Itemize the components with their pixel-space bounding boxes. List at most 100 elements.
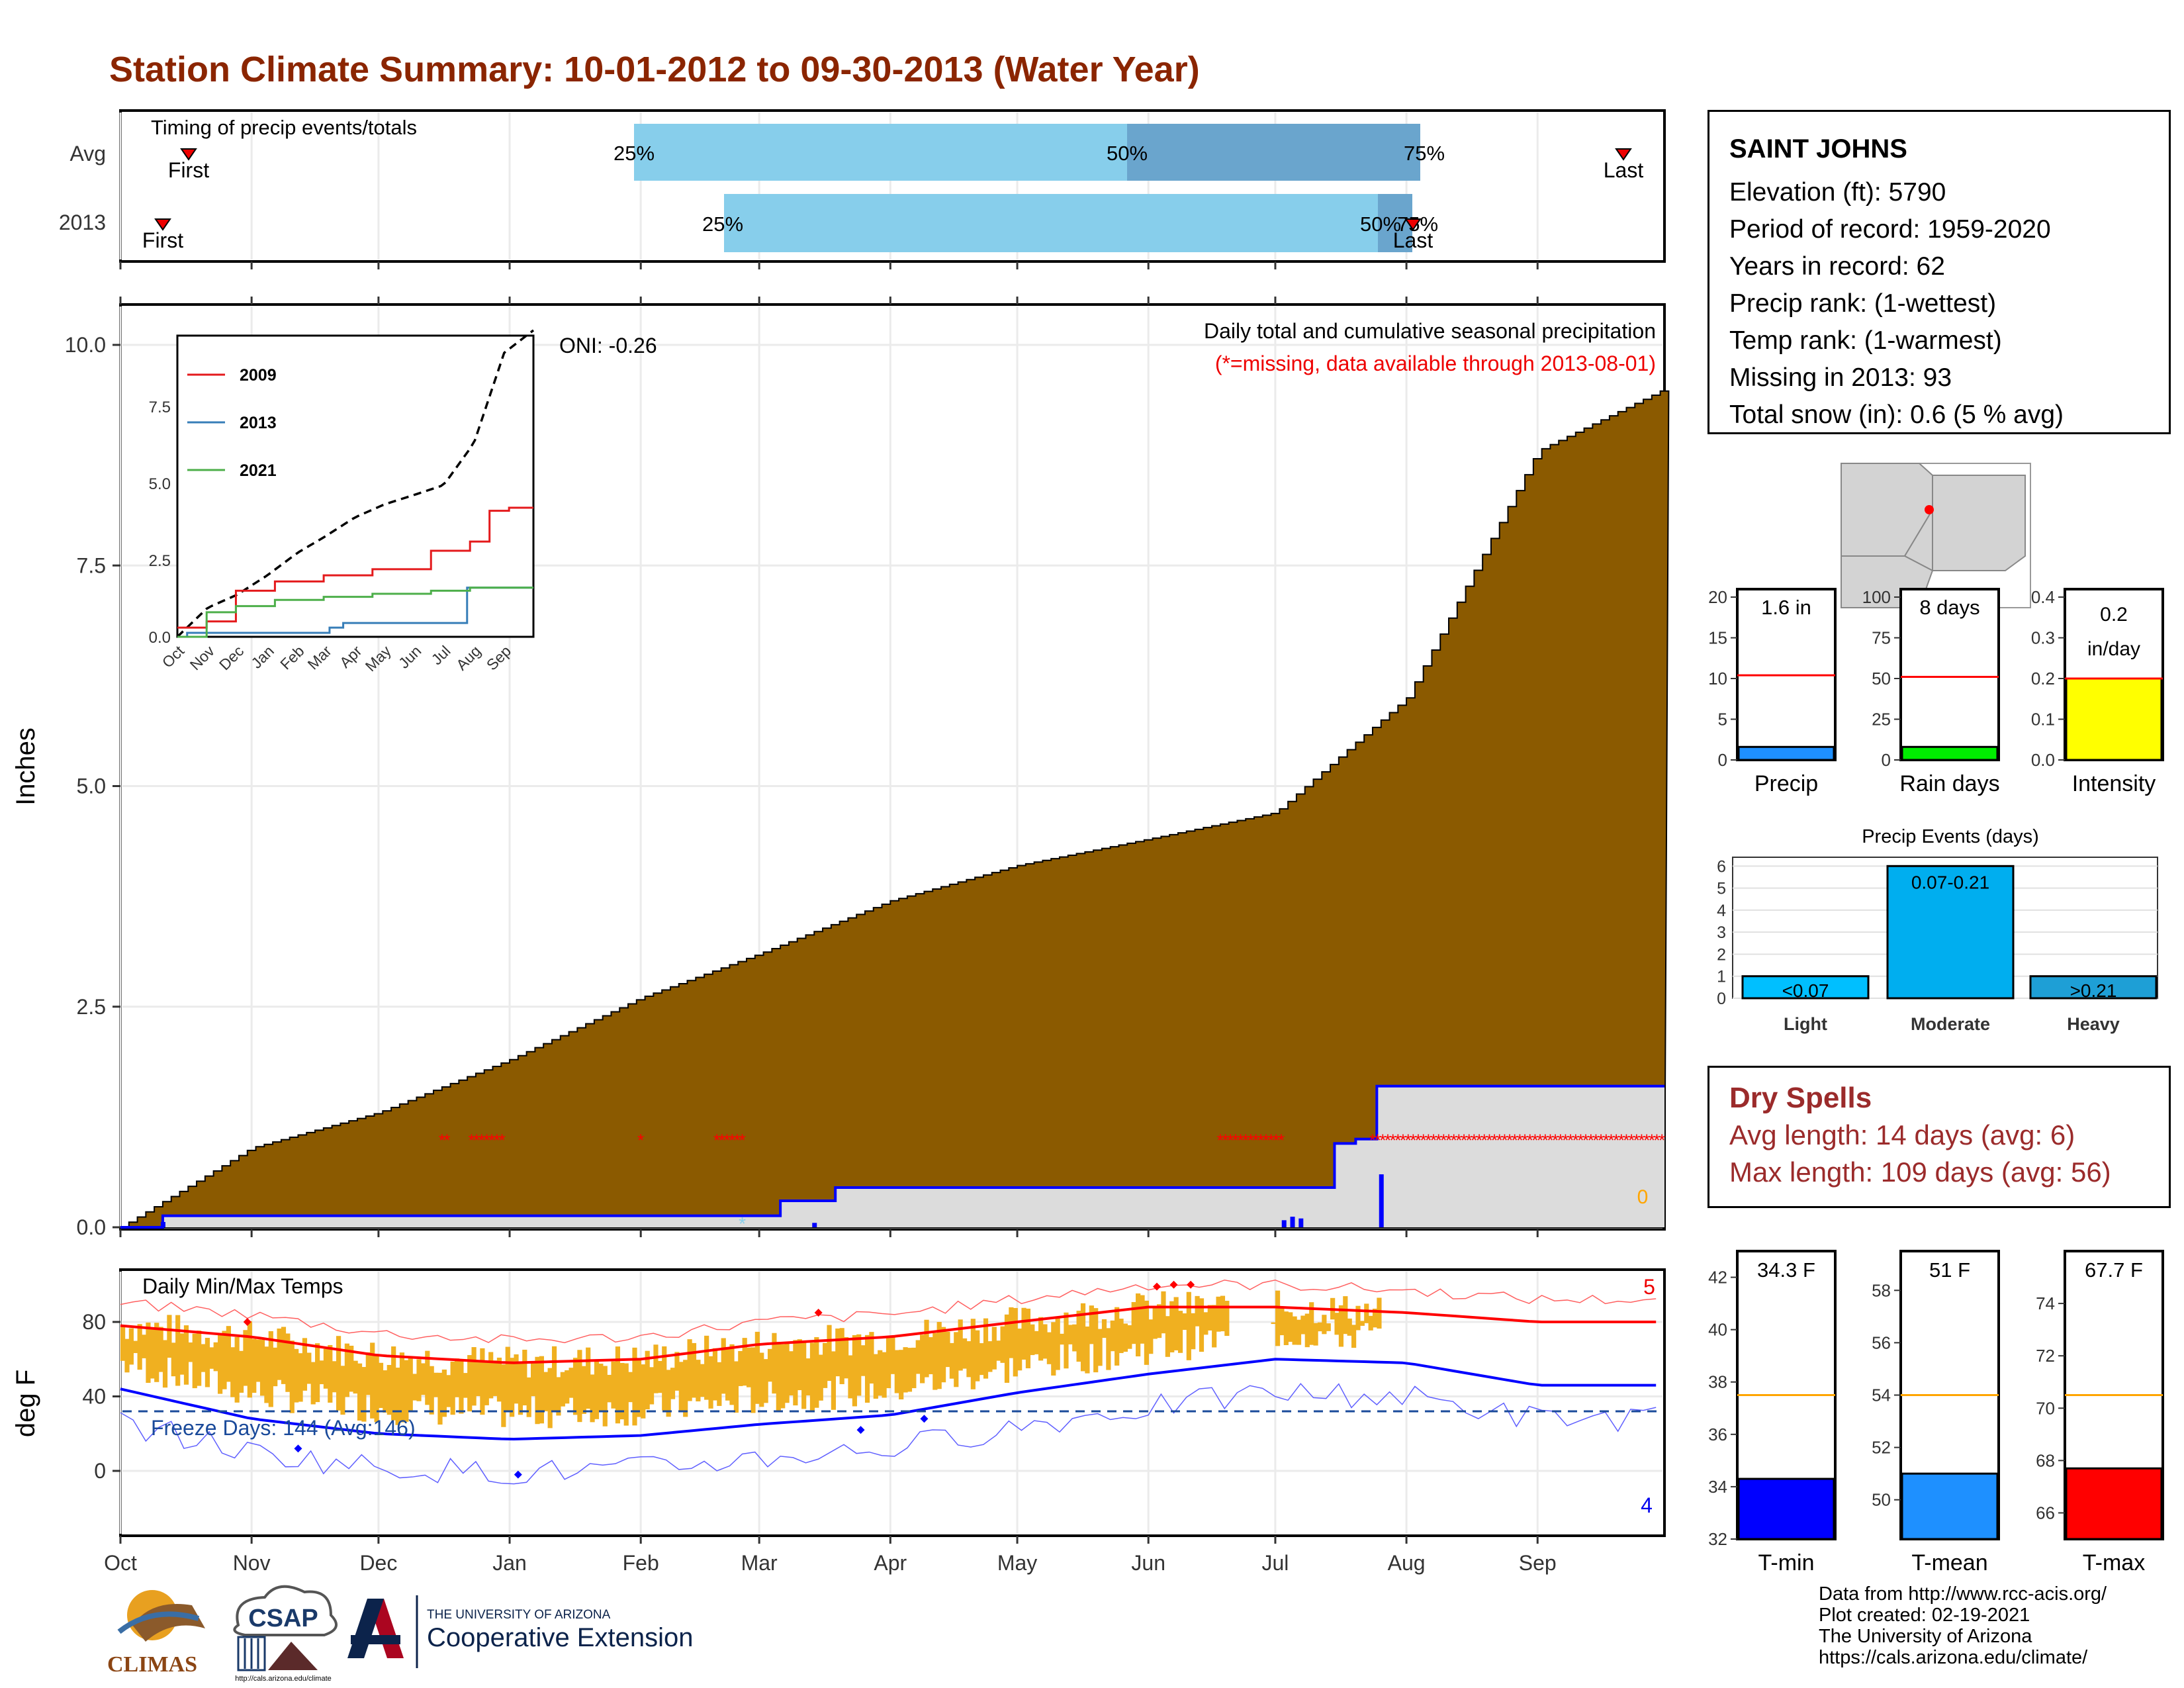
station-missing: Missing in 2013: 93 xyxy=(1729,363,1952,392)
daily-temp-bar xyxy=(1220,1295,1226,1332)
daily-temp-bar xyxy=(454,1358,460,1397)
daily-temp-bar xyxy=(708,1356,713,1409)
missing-marker: * xyxy=(1486,1131,1492,1150)
daily-precip-bar xyxy=(1281,1220,1287,1227)
daily-temp-bar xyxy=(1013,1307,1018,1377)
temp-gauge-value: 67.7 F xyxy=(2085,1258,2143,1282)
temp-max-count: 5 xyxy=(1643,1275,1655,1299)
avg-p25: 25% xyxy=(614,142,655,165)
daily-temp-bar xyxy=(273,1347,278,1387)
daily-temp-bar xyxy=(733,1361,739,1413)
month-label: Aug xyxy=(1388,1551,1426,1575)
gauge-tick: 0 xyxy=(1718,750,1727,770)
daily-temp-bar xyxy=(501,1364,506,1427)
daily-temp-bar xyxy=(954,1332,959,1387)
daily-temp-bar xyxy=(1283,1311,1289,1346)
daily-temp-bar xyxy=(124,1338,130,1373)
daily-temp-bar xyxy=(754,1331,760,1404)
daily-temp-bar xyxy=(691,1342,697,1398)
daily-temp-bar xyxy=(243,1330,248,1386)
daily-temp-bar xyxy=(205,1338,210,1387)
daily-temp-bar xyxy=(628,1372,633,1403)
record-low-marker xyxy=(856,1426,865,1434)
inset-ytick: 2.5 xyxy=(149,552,171,570)
month-label: Sep xyxy=(1519,1551,1557,1575)
daily-temp-bar xyxy=(751,1347,756,1413)
avg-min-line xyxy=(120,1358,1657,1441)
temp-title: Daily Min/Max Temps xyxy=(142,1274,343,1298)
daily-precip-bar xyxy=(812,1223,817,1227)
gauge-tick: 20 xyxy=(1708,587,1727,607)
gauge-tick: 75 xyxy=(1872,628,1891,648)
missing-marker: * xyxy=(1633,1131,1640,1150)
missing-marker: * xyxy=(1649,1131,1655,1150)
daily-precip-bar xyxy=(1290,1217,1295,1227)
daily-temp-bar xyxy=(319,1360,324,1385)
missing-marker: * xyxy=(1562,1131,1569,1150)
daily-temp-bar xyxy=(886,1337,891,1389)
daily-temp-bar xyxy=(721,1338,726,1394)
missing-marker: * xyxy=(729,1131,735,1150)
daily-temp-bar xyxy=(162,1340,168,1388)
daily-temp-bar xyxy=(459,1359,464,1414)
daily-temp-bar xyxy=(328,1344,333,1403)
daily-temp-bar xyxy=(408,1358,413,1412)
events-title: Precip Events (days) xyxy=(1862,826,2039,847)
daily-temp-bar xyxy=(551,1346,557,1412)
events-bar-label: 0.07-0.21 xyxy=(1911,872,1989,892)
daily-temp-bar xyxy=(1338,1305,1344,1347)
daily-temp-bar xyxy=(1173,1297,1179,1350)
daily-temp-bar xyxy=(933,1333,938,1390)
daily-temp-bar xyxy=(259,1339,265,1396)
daily-temp-bar xyxy=(437,1372,443,1425)
timing-panel: Timing of precip events/totals Avg 2013 … xyxy=(59,109,1666,263)
daily-temp-bar xyxy=(928,1336,934,1374)
events-bar-label: >0.21 xyxy=(2070,980,2117,1001)
missing-marker: * xyxy=(1227,1131,1234,1150)
daily-temp-bar xyxy=(128,1328,134,1365)
daily-temp-bar xyxy=(602,1366,608,1427)
daily-temp-bar xyxy=(767,1348,773,1382)
missing-marker: * xyxy=(1268,1131,1275,1150)
y2013-first-marker xyxy=(154,218,171,231)
events-ytick: 0 xyxy=(1717,990,1726,1008)
daily-temp-bar xyxy=(843,1336,849,1379)
missing-marker: * xyxy=(713,1131,720,1150)
daily-temp-bar xyxy=(357,1363,363,1421)
daily-temp-bar xyxy=(285,1333,291,1392)
daily-temp-bar xyxy=(1009,1307,1014,1358)
missing-marker: * xyxy=(1643,1131,1650,1150)
daily-temp-bar xyxy=(1177,1311,1183,1353)
gauge-tick: 5 xyxy=(1718,710,1727,729)
daily-temp-bar xyxy=(1372,1308,1378,1328)
temp-gauge-tick: 66 xyxy=(2036,1503,2055,1523)
daily-temp-bar xyxy=(158,1327,163,1372)
daily-temp-bar xyxy=(1068,1325,1073,1344)
inset-legend-label: 2013 xyxy=(240,414,277,432)
daily-temp-bar xyxy=(683,1360,688,1417)
missing-marker: * xyxy=(478,1131,485,1150)
daily-temp-bar xyxy=(1186,1291,1191,1360)
temp-gauge-label: T-min xyxy=(1758,1550,1815,1575)
missing-marker: * xyxy=(1369,1131,1376,1150)
record-low-marker xyxy=(294,1444,302,1453)
missing-marker: * xyxy=(1445,1131,1452,1150)
daily-temp-bar xyxy=(962,1338,968,1369)
daily-temp-bar xyxy=(289,1340,295,1413)
daily-temp-bar xyxy=(370,1342,375,1419)
missing-marker: * xyxy=(1451,1131,1457,1150)
missing-marker: * xyxy=(1466,1131,1473,1150)
missing-marker: * xyxy=(1638,1131,1645,1150)
y2013-first: First xyxy=(142,228,183,252)
missing-marker: * xyxy=(1273,1131,1279,1150)
missing-marker: * xyxy=(1263,1131,1269,1150)
missing-marker: * xyxy=(1476,1131,1482,1150)
daily-temp-bar xyxy=(323,1348,328,1389)
missing-marker: * xyxy=(1598,1131,1604,1150)
gauge-label: Rain days xyxy=(1899,771,1999,796)
y2013-25-50-bar xyxy=(724,194,1378,252)
daily-temp-bar xyxy=(856,1334,862,1396)
daily-temp-bar xyxy=(1275,1290,1281,1346)
daily-temp-bar xyxy=(823,1342,828,1388)
daily-temp-bar xyxy=(1199,1298,1205,1352)
